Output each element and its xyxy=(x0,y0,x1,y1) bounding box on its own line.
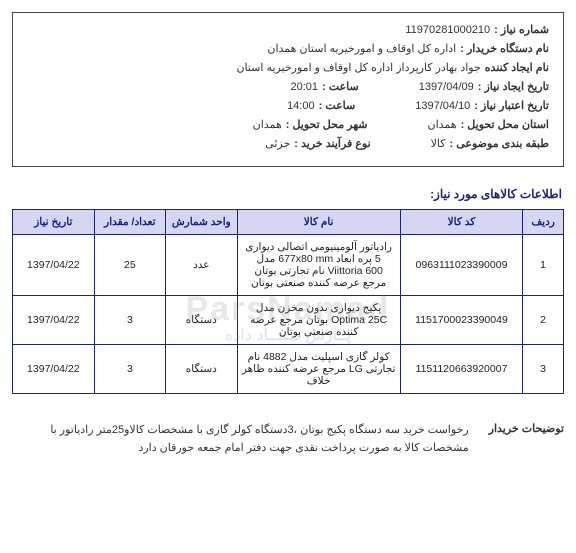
cell-date: 1397/04/22 xyxy=(13,345,95,394)
cell-code: 1151700023390049 xyxy=(400,296,522,345)
valid-date-label: تاریخ اعتبار نیاز : xyxy=(474,99,549,112)
need-no-value: 11970281000210 xyxy=(405,24,490,36)
row-delivery: استان محل تحویل : همدان شهر محل تحویل : … xyxy=(27,118,549,131)
create-time-label: ساعت : xyxy=(322,80,359,93)
row-need-no: شماره نیاز : 11970281000210 xyxy=(27,23,549,36)
cell-code: 0963111023390009 xyxy=(400,235,522,296)
create-date-value: 1397/04/09 xyxy=(419,81,474,93)
buyer-desc-label: توضیحات خریدار xyxy=(489,422,564,457)
col-code-header: کد کالا xyxy=(400,210,522,235)
table-row: 31151120663920007کولر گازی اسپلیت مدل 48… xyxy=(13,345,564,394)
create-time-value: 20:01 xyxy=(291,81,319,93)
cell-qty: 3 xyxy=(94,345,165,394)
cell-unit: دستگاه xyxy=(166,296,237,345)
buyer-org-label: نام دستگاه خریدار : xyxy=(460,42,549,55)
creator-value: جواد بهادر کارپرداز اداره کل اوقاف و امو… xyxy=(236,61,480,74)
deliver-city-value: همدان xyxy=(253,118,282,131)
cell-code: 1151120663920007 xyxy=(400,345,522,394)
cell-qty: 3 xyxy=(94,296,165,345)
cell-date: 1397/04/22 xyxy=(13,235,95,296)
cell-row: 1 xyxy=(523,235,564,296)
col-qty-header: تعداد/ مقدار xyxy=(94,210,165,235)
row-creator: نام ایجاد کننده جواد بهادر کارپرداز ادار… xyxy=(27,61,549,74)
need-no-label: شماره نیاز : xyxy=(494,23,549,36)
col-date-header: تاریخ نیاز xyxy=(13,210,95,235)
cell-qty: 25 xyxy=(94,235,165,296)
row-subject: طبقه بندی موضوعی : کالا نوع فرآیند خرید … xyxy=(27,137,549,150)
subject-class-label: طبقه بندی موضوعی : xyxy=(450,137,549,150)
deliver-prov-value: همدان xyxy=(428,118,457,131)
valid-time-value: 14:00 xyxy=(287,100,315,112)
items-header-row: ردیف کد کالا نام کالا واحد شمارش تعداد/ … xyxy=(13,210,564,235)
deliver-city-label: شهر محل تحویل : xyxy=(286,118,368,131)
items-table: ردیف کد کالا نام کالا واحد شمارش تعداد/ … xyxy=(12,209,564,394)
row-create-date: تاریخ ایجاد نیاز : 1397/04/09 ساعت : 20:… xyxy=(27,80,549,93)
cell-name: رادیاتور آلومینیومی اتصالی دیواری 5 پره … xyxy=(237,235,400,296)
buyer-desc-value: رخواست خرید سه دستگاه پکیج بوتان ،3دستگا… xyxy=(12,422,469,457)
cell-unit: عدد xyxy=(166,235,237,296)
buyer-description-row: توضیحات خریدار رخواست خرید سه دستگاه پکی… xyxy=(12,422,564,457)
request-header-block: شماره نیاز : 11970281000210 نام دستگاه خ… xyxy=(12,12,564,167)
valid-date-value: 1397/04/10 xyxy=(415,100,470,112)
cell-name: کولر گازی اسپلیت مدل 4882 نام تجارتی LG … xyxy=(237,345,400,394)
cell-row: 3 xyxy=(523,345,564,394)
buyer-org-value: اداره کل اوقاف و امورخیریه استان همدان xyxy=(267,42,456,55)
create-date-label: تاریخ ایجاد نیاز : xyxy=(478,80,549,93)
deliver-prov-label: استان محل تحویل : xyxy=(461,118,549,131)
table-row: 10963111023390009رادیاتور آلومینیومی اتص… xyxy=(13,235,564,296)
items-section-title: اطلاعات کالاهای مورد نیاز: xyxy=(12,187,562,201)
process-type-value: جزئی xyxy=(265,137,290,150)
valid-time-label: ساعت : xyxy=(319,99,356,112)
table-row: 21151700023390049پکیج دیواری بدون مخزن م… xyxy=(13,296,564,345)
process-type-label: نوع فرآیند خرید : xyxy=(294,137,370,150)
subject-class-value: کالا xyxy=(431,137,446,150)
row-valid-date: تاریخ اعتبار نیاز : 1397/04/10 ساعت : 14… xyxy=(27,99,549,112)
col-name-header: نام کالا xyxy=(237,210,400,235)
cell-row: 2 xyxy=(523,296,564,345)
row-buyer-org: نام دستگاه خریدار : اداره کل اوقاف و امو… xyxy=(27,42,549,55)
col-unit-header: واحد شمارش xyxy=(166,210,237,235)
cell-date: 1397/04/22 xyxy=(13,296,95,345)
cell-name: پکیج دیواری بدون مخزن مدل Optima 25C بوت… xyxy=(237,296,400,345)
col-row-header: ردیف xyxy=(523,210,564,235)
creator-label: نام ایجاد کننده xyxy=(485,61,549,74)
cell-unit: دستگاه xyxy=(166,345,237,394)
